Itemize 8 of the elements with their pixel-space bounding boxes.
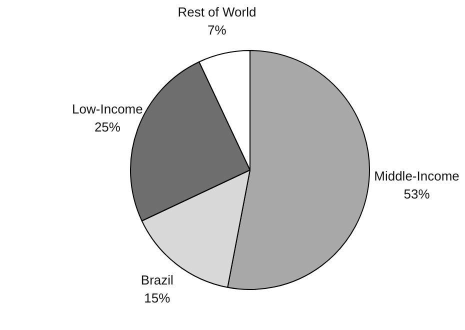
data-label: 15% <box>144 290 171 306</box>
slice-label: Brazil <box>140 272 174 288</box>
slice-label: Low-Income <box>72 101 143 116</box>
data-label: 7% <box>208 22 227 38</box>
slice-label: Rest of World <box>178 4 256 20</box>
data-label: 25% <box>94 119 121 134</box>
slice-label: Middle-Income <box>374 168 460 184</box>
data-label: 53% <box>404 186 430 202</box>
